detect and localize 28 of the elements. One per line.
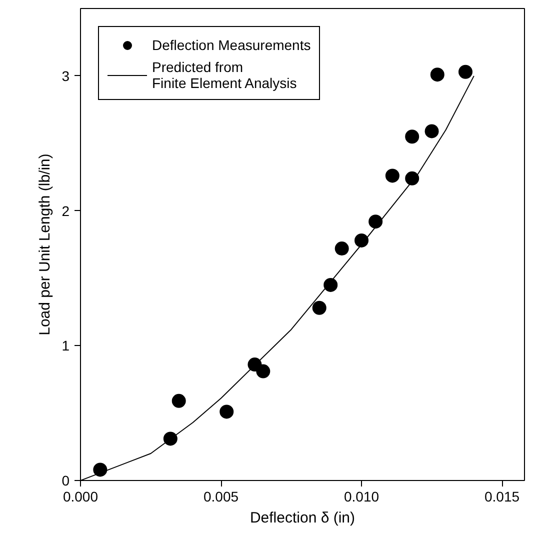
y-tick-label: 0	[62, 472, 70, 488]
y-tick-label: 3	[62, 68, 70, 84]
x-axis-title: Deflection δ (in)	[250, 510, 356, 526]
point	[220, 404, 234, 419]
x-tick-label: 0.005	[203, 488, 239, 504]
point	[334, 242, 349, 256]
point	[405, 130, 420, 144]
point	[424, 124, 439, 138]
point	[256, 364, 270, 378]
point	[430, 68, 444, 82]
y-tick-label: 2	[62, 202, 70, 219]
x-tick-label: 0.000	[62, 488, 98, 504]
point	[354, 233, 369, 248]
legend-label: Predicted from Finite Element Analysis	[152, 59, 297, 91]
point	[405, 171, 420, 186]
y-axis-title: Load per Unit Length (lb/in)	[36, 154, 54, 336]
point	[172, 394, 186, 408]
point	[324, 278, 338, 292]
point	[312, 300, 326, 315]
y-tick-label: 1	[62, 338, 70, 354]
point	[458, 64, 472, 79]
point	[385, 168, 400, 183]
point	[163, 432, 178, 446]
point	[93, 462, 108, 477]
legend-label: Deflection Measurements	[152, 37, 311, 53]
x-tick-label: 0.010	[344, 488, 380, 504]
point	[368, 214, 383, 229]
x-tick-label: 0.015	[484, 488, 520, 504]
